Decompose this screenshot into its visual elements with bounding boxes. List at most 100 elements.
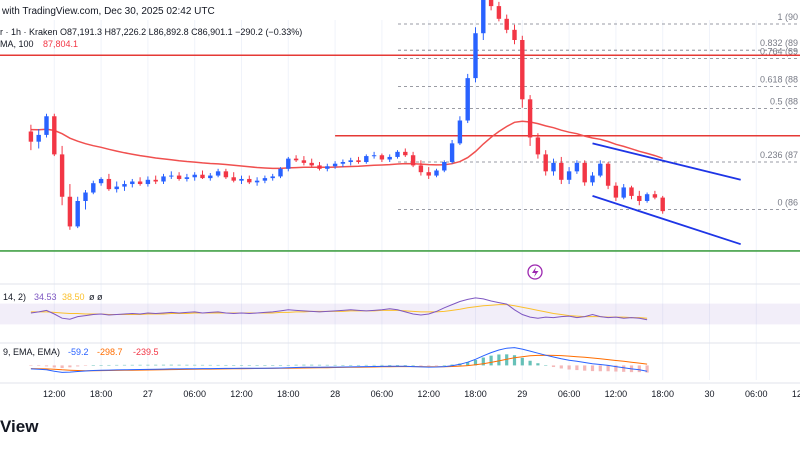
fib-level-label: 1 (90 [777,12,798,22]
channel-upper-line[interactable] [592,142,741,181]
candle-body [605,163,611,186]
macd-histogram-bar [551,365,556,368]
candle-body [410,155,416,166]
time-tick-label: 06:00 [183,389,206,399]
macd-histogram-bar [193,364,197,366]
macd-histogram-bar [208,364,212,366]
macd-histogram-bar [544,365,548,366]
macd-histogram-bar [489,355,493,366]
macd-histogram-bar [232,365,236,366]
macd-histogram-bar [614,365,618,372]
candle-body [613,185,619,198]
macd-histogram-bar [450,364,454,366]
macd-histogram-bar [497,354,501,366]
candle-body [301,160,307,163]
time-tick-label: 18:00 [464,389,487,399]
macd-histogram-bar [598,365,602,372]
macd-histogram-bar [115,364,119,366]
macd-histogram-bar [372,364,376,366]
candle-body [83,192,88,201]
macd-histogram-bar [68,365,72,368]
candle-body [122,184,127,187]
descending-channel[interactable] [592,142,741,246]
macd-histogram-bar [536,363,540,366]
macd-histogram-bar [473,360,478,366]
candle-body [356,160,361,163]
candle-body [574,162,580,172]
price-levels[interactable] [0,0,800,252]
macd-histogram-bar [255,365,259,366]
macd-histogram-bar [76,365,80,367]
macd-legend-label: 9, EMA, EMA) [3,347,60,357]
fib-level-label: 0 (86 [777,197,798,207]
macd-histogram-bar [590,365,595,372]
macd-histogram-bar [356,364,361,366]
candle-body [75,200,80,227]
moving-average [30,120,663,170]
time-tick-label: 06:00 [558,389,581,399]
macd-histogram-bar [200,364,205,366]
candle-body [660,197,665,212]
time-tick-label: 06:00 [745,389,768,399]
macd-histogram-bar [154,364,158,366]
candle-body [28,131,34,142]
candle-body [551,162,556,172]
fib-retracement[interactable]: 1 (90 0.832 (890.764 (89 0.618 (88 0.5 (88 0… [398,12,800,210]
candle-body [535,137,541,155]
candle-body [527,99,533,138]
candle-body [403,151,408,156]
alert-icon[interactable] [527,264,543,280]
macd-histogram-bar [419,365,423,366]
macd-histogram-bar [161,364,166,366]
candle-body [44,116,49,135]
macd-histogram-bar [403,365,407,366]
macd-histogram-bar [528,360,532,366]
macd-histogram-bar [138,364,142,366]
macd-histogram-bar [44,365,49,367]
fib-level-label: 0.618 (88 [760,75,798,85]
macd-histogram-bar [294,364,298,366]
candle-body [153,179,158,182]
macd-histogram-bar [91,365,95,366]
time-tick-label: 18:00 [277,389,300,399]
candle-body [59,154,65,197]
candle-body [465,78,470,121]
macd-histogram-bar [341,364,345,366]
candle-body [106,178,112,190]
candle-body [239,178,244,181]
candle-body [652,194,658,198]
candle-body [231,177,236,181]
macd-line [30,347,648,373]
fib-level-label: 0.5 (88 [770,97,798,107]
rsi-pane [0,283,800,325]
macd-histogram-bar [29,365,33,366]
candle-body [543,154,548,172]
rsi-legend-value: 34.53 [34,292,57,302]
macd-histogram-bar [645,365,649,373]
candle-body [36,134,41,142]
rsi-ma-legend-value: 38.50 [62,292,85,302]
candle-body [566,171,572,180]
macd-histogram-bar [286,364,290,366]
candle-body [434,170,439,176]
macd-histogram-bar [216,364,220,366]
candle-body [192,174,197,178]
time-tick-label: 06:00 [371,389,394,399]
channel-lower-line[interactable] [592,195,741,246]
macd-histogram-bar [310,364,314,366]
macd-histogram-bar [317,364,322,366]
candle-body [67,196,73,227]
candle-body [91,183,96,193]
rsi-ma-line [30,304,648,319]
candle-body [442,162,447,171]
candle-body [208,175,213,179]
macd-histogram-bar [380,364,384,366]
ma-legend-label: MA, 100 [0,39,34,49]
ma-line [30,120,663,170]
fib-level-label: 0.832 (89 [760,38,798,48]
header-caption: with TradingView.com, Dec 30, 2025 02:42… [1,6,215,17]
time-tick-label: 28 [330,389,340,399]
candle-body [161,176,166,182]
candle-body [449,143,455,163]
